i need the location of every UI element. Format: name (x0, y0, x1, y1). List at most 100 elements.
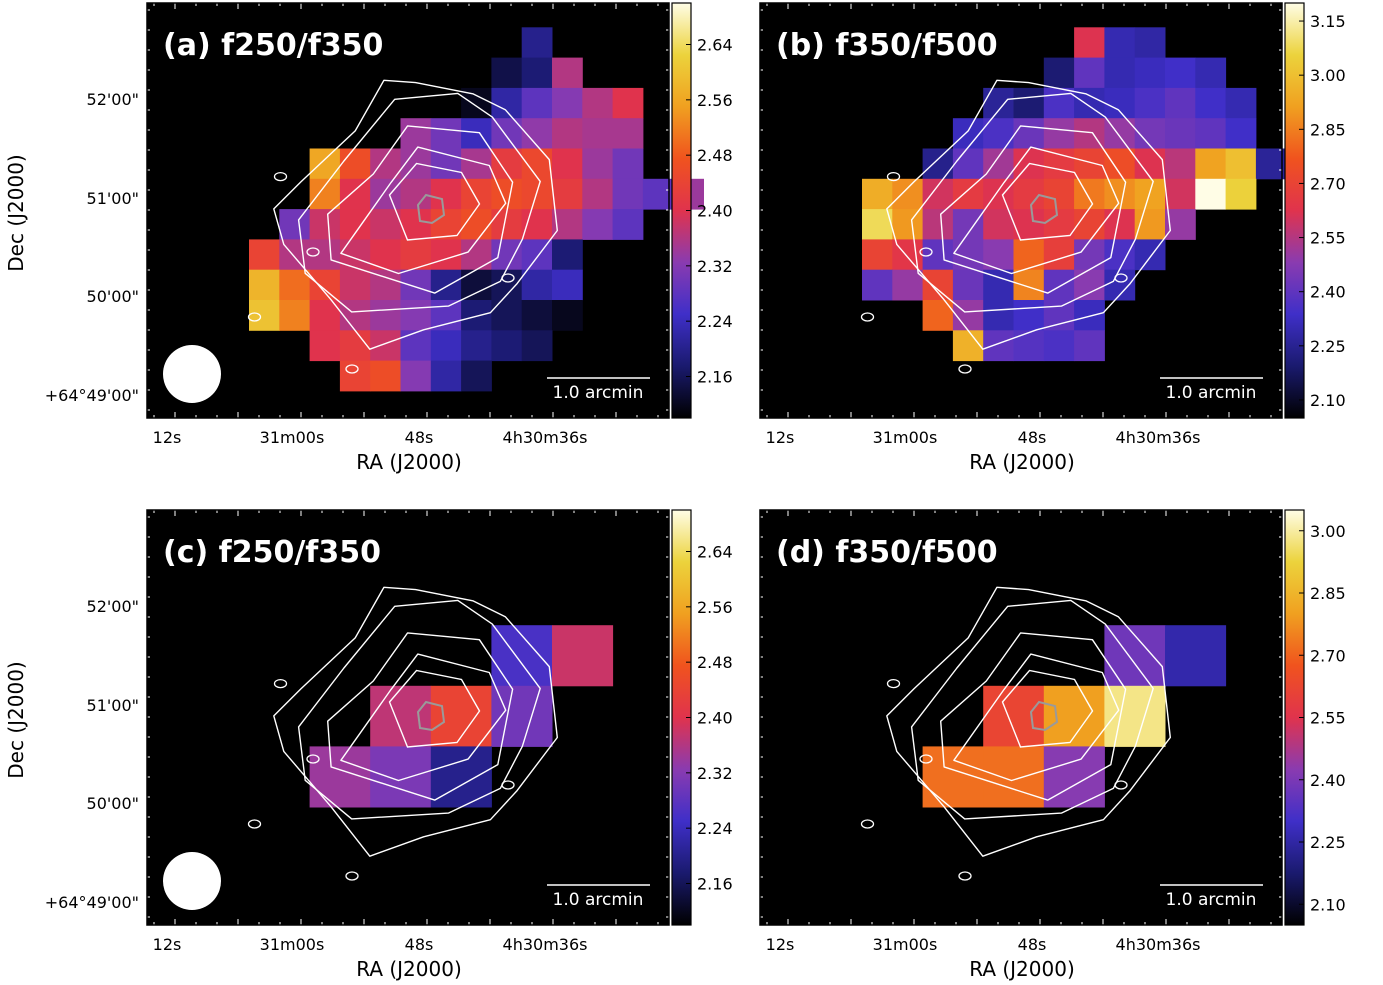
ratio-pixel (1043, 746, 1105, 808)
contour-line (1001, 162, 1094, 241)
ra-axis-label: RA (J2000) (969, 450, 1075, 474)
ratio-pixel (862, 269, 893, 301)
colorbar-tick-label: 2.48 (697, 146, 733, 165)
dec-tick-label: 52'00" (87, 597, 139, 616)
contour-line (1001, 669, 1094, 748)
ratio-pixel (983, 685, 1045, 747)
contour-island (919, 754, 933, 764)
ratio-pixel (491, 239, 523, 271)
contour-line (327, 632, 514, 801)
contour-line (886, 586, 1171, 857)
ratio-pixel (370, 330, 401, 362)
colorbar-tick-label: 2.10 (1310, 895, 1346, 914)
ratio-pixel (521, 178, 553, 210)
colorbar-tick-label: 2.85 (1310, 120, 1346, 139)
ratio-pixel (612, 148, 644, 180)
colorbar-tick-label: 2.70 (1310, 646, 1346, 665)
ratio-pixel (521, 269, 553, 301)
ratio-pixel (983, 300, 1014, 331)
ratio-pixel (552, 57, 583, 89)
colorbar-tick-label: 2.56 (697, 91, 733, 110)
ratio-pixel (922, 178, 954, 210)
ratio-pixel (1013, 87, 1045, 119)
ratio-pixel (400, 269, 432, 301)
ratio-pixel (430, 239, 462, 271)
ratio-pixel (1195, 87, 1227, 119)
colorbar-tick-label: 2.55 (1310, 229, 1346, 248)
ratio-pixel (552, 148, 583, 180)
ratio-pixel (430, 178, 462, 210)
ra-tick-label: 12s (153, 935, 182, 954)
ratio-pixel (952, 269, 984, 301)
ratio-pixel (952, 300, 984, 331)
contour-island (306, 247, 320, 257)
map-frame (146, 2, 670, 419)
ratio-pixel (521, 300, 553, 331)
ratio-pixel (249, 269, 280, 301)
ratio-pixel (552, 269, 583, 301)
ratio-pixel (1074, 209, 1105, 240)
ra-tick-label: 48s (405, 428, 434, 447)
scalebar-label: 1.0 arcmin (553, 383, 644, 403)
ratio-pixel (249, 300, 280, 331)
contour-island (501, 273, 515, 283)
ratio-pixel (430, 746, 492, 808)
map-frame (146, 509, 670, 926)
colorbar-tick-label: 2.40 (1310, 771, 1346, 790)
ratio-pixel (1074, 269, 1105, 301)
colorbar (1284, 2, 1305, 419)
core-contour (1029, 193, 1059, 225)
ratio-pixel (1043, 148, 1075, 180)
scalebar-label: 1.0 arcmin (1166, 890, 1257, 910)
ratio-pixel (1134, 87, 1166, 119)
contour-line (388, 669, 481, 748)
colorbar-tick-label: 2.32 (697, 764, 733, 783)
panel-d: (d) f350/f500 1.0 arcmin 12s 31m00s 48s 4h30m… (759, 509, 1346, 981)
ratio-pixel (1104, 239, 1136, 271)
contour-line (940, 125, 1127, 294)
ratio-pixel (983, 148, 1014, 180)
ratio-pixel (339, 148, 371, 180)
ra-tick-label: 4h30m36s (503, 935, 588, 954)
ratio-pixel (552, 625, 614, 687)
colorbar-tick-label: 2.70 (1310, 174, 1346, 193)
ratio-pixel (309, 178, 341, 210)
contour-line (340, 146, 507, 275)
ratio-pixel (983, 330, 1014, 362)
colorbar-tick-label: 2.32 (697, 257, 733, 276)
contour-line (953, 146, 1120, 275)
colorbar-tick-label: 3.00 (1310, 66, 1346, 85)
ratio-pixel (279, 209, 311, 240)
panel-title: (c) f250/f350 (163, 535, 381, 570)
ratio-pixel (1043, 118, 1075, 149)
ratio-pixel (582, 148, 614, 180)
ratio-pixel (279, 269, 311, 301)
ratio-pixel (552, 239, 583, 271)
ratio-pixel (1074, 148, 1105, 180)
ratio-pixel (922, 300, 954, 331)
contour-line (340, 653, 507, 782)
ratio-pixel (612, 178, 644, 210)
colorbar-tick-label: 2.16 (697, 368, 733, 387)
ratio-pixel (339, 330, 371, 362)
colorbar-tick-label: 2.10 (1310, 391, 1346, 410)
ra-tick-label: 31m00s (873, 935, 938, 954)
ratio-pixel (1195, 118, 1227, 149)
colorbar-tick-label: 2.40 (697, 709, 733, 728)
dec-tick-label: 50'00" (87, 794, 139, 813)
ratio-pixel (552, 178, 583, 210)
contour-line (327, 125, 514, 294)
ratio-pixel (1225, 118, 1257, 149)
ratio-pixel (309, 239, 341, 271)
dec-tick-label: 51'00" (87, 696, 139, 715)
ra-tick-label: 12s (153, 428, 182, 447)
panel-c: (c) f250/f350 1.0 arcmin 12s 31m00s 48s 4h30m… (4, 509, 733, 981)
ratio-pixel (400, 239, 432, 271)
ratio-pixel (461, 239, 492, 271)
ratio-pixel (1013, 239, 1045, 271)
ra-tick-label: 12s (766, 428, 795, 447)
ratio-pixel (279, 300, 311, 331)
ratio-pixel (952, 209, 984, 240)
ratio-pixel (1074, 27, 1105, 59)
